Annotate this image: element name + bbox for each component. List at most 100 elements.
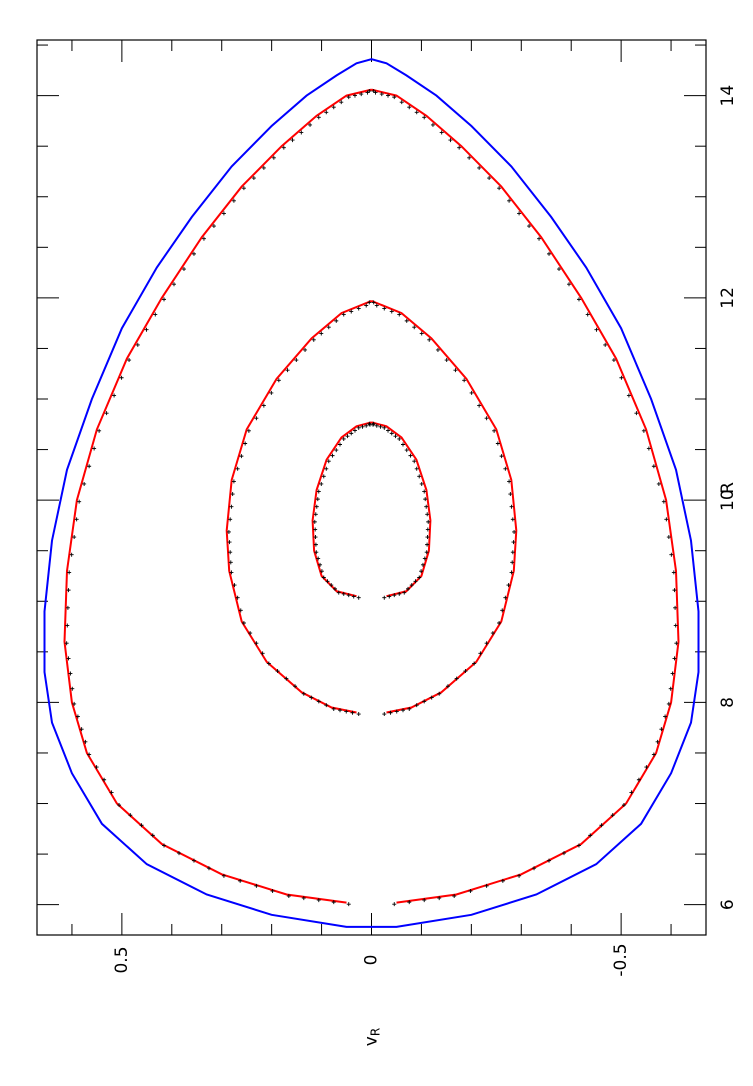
sample-point <box>448 138 453 143</box>
sample-point <box>230 492 235 497</box>
sample-point <box>251 176 256 181</box>
y-tick-label: 0.5 <box>112 946 132 973</box>
sample-point <box>378 424 383 429</box>
sample-point <box>453 368 458 373</box>
sample-point <box>211 224 216 229</box>
sample-point <box>417 575 422 580</box>
sample-point <box>393 434 398 439</box>
sample-point <box>311 337 316 342</box>
sample-point <box>321 575 326 580</box>
sample-point <box>641 428 646 433</box>
sample-point <box>228 550 233 555</box>
sample-point <box>487 176 492 181</box>
plot-frame <box>36 39 707 936</box>
sample-point <box>477 403 482 408</box>
sample-point <box>371 89 376 94</box>
sample-point <box>503 466 508 471</box>
sample-point <box>235 466 240 471</box>
sample-point <box>397 312 402 317</box>
sample-point <box>661 499 666 504</box>
x-axis-label: R <box>718 482 738 494</box>
sample-point <box>341 591 346 596</box>
sample-point <box>499 454 504 459</box>
sample-point <box>102 777 107 782</box>
sample-point <box>191 858 196 863</box>
sample-point <box>457 145 462 150</box>
sample-point <box>672 656 677 661</box>
sample-point <box>350 710 355 715</box>
sample-point <box>330 453 335 458</box>
sample-point <box>248 631 253 636</box>
sample-point <box>422 489 427 494</box>
sample-point <box>527 224 532 229</box>
sample-point <box>484 416 489 421</box>
sample-point <box>309 695 314 700</box>
sample-point <box>314 504 319 509</box>
sample-point <box>506 583 511 588</box>
sample-point <box>109 790 114 795</box>
sample-point <box>82 481 87 486</box>
sample-point <box>402 590 407 595</box>
sample-point <box>162 843 167 848</box>
sample-point <box>351 594 356 599</box>
sample-point <box>79 727 84 732</box>
sample-point <box>356 425 361 430</box>
sample-point <box>407 105 412 110</box>
sample-point <box>408 453 413 458</box>
sample-point <box>261 165 266 170</box>
sample-point <box>422 699 427 704</box>
sample-point <box>349 309 354 314</box>
sample-point <box>472 661 477 666</box>
sample-point <box>503 595 508 600</box>
sample-point <box>611 358 616 363</box>
sample-point <box>392 902 397 907</box>
sample-point <box>621 803 626 808</box>
sample-point <box>389 431 394 436</box>
sample-point <box>671 570 676 575</box>
sample-point <box>547 858 552 863</box>
sample-point <box>673 605 678 610</box>
sample-point <box>413 579 418 584</box>
sample-point <box>112 393 117 398</box>
sample-point <box>67 570 72 575</box>
sample-point <box>484 641 489 646</box>
sample-point <box>537 236 542 241</box>
sample-point <box>469 390 474 395</box>
sample-point <box>301 691 306 696</box>
sample-point <box>429 695 434 700</box>
sample-point <box>231 479 236 484</box>
sample-point <box>437 691 442 696</box>
sample-point <box>422 898 427 903</box>
sample-point <box>334 318 339 323</box>
sample-point <box>324 110 329 115</box>
sample-point <box>425 512 430 517</box>
sample-point <box>326 325 331 330</box>
sample-point <box>401 442 405 447</box>
sample-point <box>270 888 275 893</box>
sample-point <box>484 883 489 888</box>
sample-point <box>445 684 450 689</box>
sample-point <box>231 198 236 203</box>
sample-point <box>407 706 412 711</box>
sample-point <box>672 588 677 593</box>
sample-point <box>417 474 422 479</box>
sample-point <box>405 586 410 591</box>
sample-point <box>603 342 608 347</box>
sample-point <box>374 423 379 428</box>
sample-point <box>371 300 376 305</box>
sample-point <box>254 416 259 421</box>
sample-point <box>74 517 79 522</box>
sample-point <box>241 186 246 191</box>
sample-point <box>382 306 387 311</box>
sample-point <box>261 403 266 408</box>
sample-point <box>241 620 246 625</box>
sample-point <box>336 590 341 595</box>
sample-point <box>367 300 372 305</box>
sample-point <box>576 843 581 848</box>
sample-point <box>507 198 512 203</box>
sample-point <box>254 883 259 888</box>
sample-point <box>299 130 304 135</box>
sample-points-group <box>64 89 679 907</box>
sample-point <box>404 448 409 453</box>
sample-point <box>454 676 459 681</box>
